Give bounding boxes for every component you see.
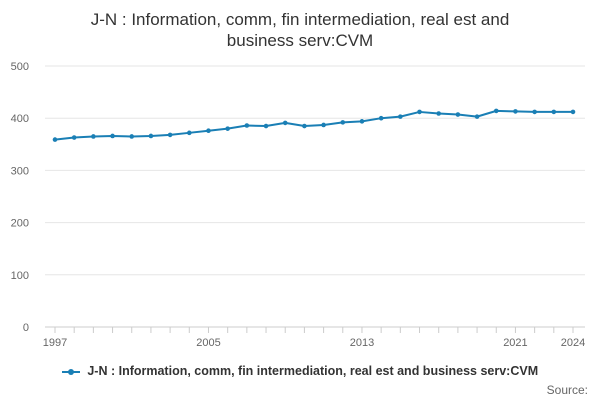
source-label: Source: [546, 383, 588, 397]
chart-title-line-2: business serv:CVM [226, 31, 374, 50]
data-point-2020 [493, 108, 499, 114]
y-tick-label-400: 400 [11, 113, 29, 125]
x-tick-label-2024: 2024 [561, 337, 585, 349]
data-point-2014 [378, 115, 384, 121]
data-point-2017 [436, 111, 442, 116]
data-point-2022 [532, 109, 537, 115]
data-point-2006 [225, 126, 230, 131]
y-tick-label-300: 300 [11, 165, 29, 177]
data-point-2001 [129, 134, 135, 139]
data-point-2024 [570, 109, 576, 115]
data-point-2010 [302, 123, 307, 129]
data-point-2021 [513, 109, 518, 114]
y-axis-ticks: 0 100 200 300 400 500 [11, 61, 29, 334]
data-point-2002 [148, 133, 154, 139]
chart-title-line-1: J-N : Information, comm, fin intermediat… [90, 10, 510, 29]
x-tick-label-1997: 1997 [43, 337, 67, 349]
data-point-2015 [398, 114, 403, 119]
data-point-2004 [186, 130, 192, 136]
grid-lines [45, 65, 585, 328]
y-tick-label-500: 500 [11, 61, 29, 73]
x-tick-label-2013: 2013 [350, 337, 374, 349]
data-point-2009 [282, 120, 288, 126]
y-tick-label-200: 200 [11, 218, 29, 230]
y-tick-label-0: 0 [23, 322, 29, 334]
legend[interactable]: J-N : Information, comm, fin intermediat… [0, 364, 600, 378]
data-point-2012 [340, 120, 346, 125]
data-point-2016 [417, 109, 422, 115]
y-tick-label-100: 100 [11, 270, 29, 282]
data-point-1998 [71, 135, 77, 140]
data-point-2000 [110, 133, 115, 139]
x-tick-label-2005: 2005 [196, 337, 220, 349]
data-point-1997 [52, 137, 58, 142]
data-point-2005 [206, 128, 211, 134]
legend-marker-icon [61, 368, 80, 375]
series-line [54, 109, 573, 141]
line-chart: 0 100 200 300 400 500 1997 2005 2013 2021 2024 [11, 61, 586, 349]
data-point-2019 [474, 114, 480, 119]
data-point-2007 [244, 123, 250, 128]
legend-label: J-N : Information, comm, fin intermediat… [87, 364, 539, 378]
data-point-2018 [455, 112, 461, 117]
x-axis: 1997 2005 2013 2021 2024 [43, 327, 585, 349]
data-point-2011 [321, 122, 326, 128]
data-point-2013 [359, 119, 365, 124]
data-point-2003 [167, 132, 173, 138]
data-point-2008 [263, 123, 269, 129]
x-tick-label-2021: 2021 [503, 337, 527, 349]
series-group [52, 108, 576, 142]
data-point-1999 [91, 134, 96, 139]
data-point-2023 [551, 109, 557, 115]
